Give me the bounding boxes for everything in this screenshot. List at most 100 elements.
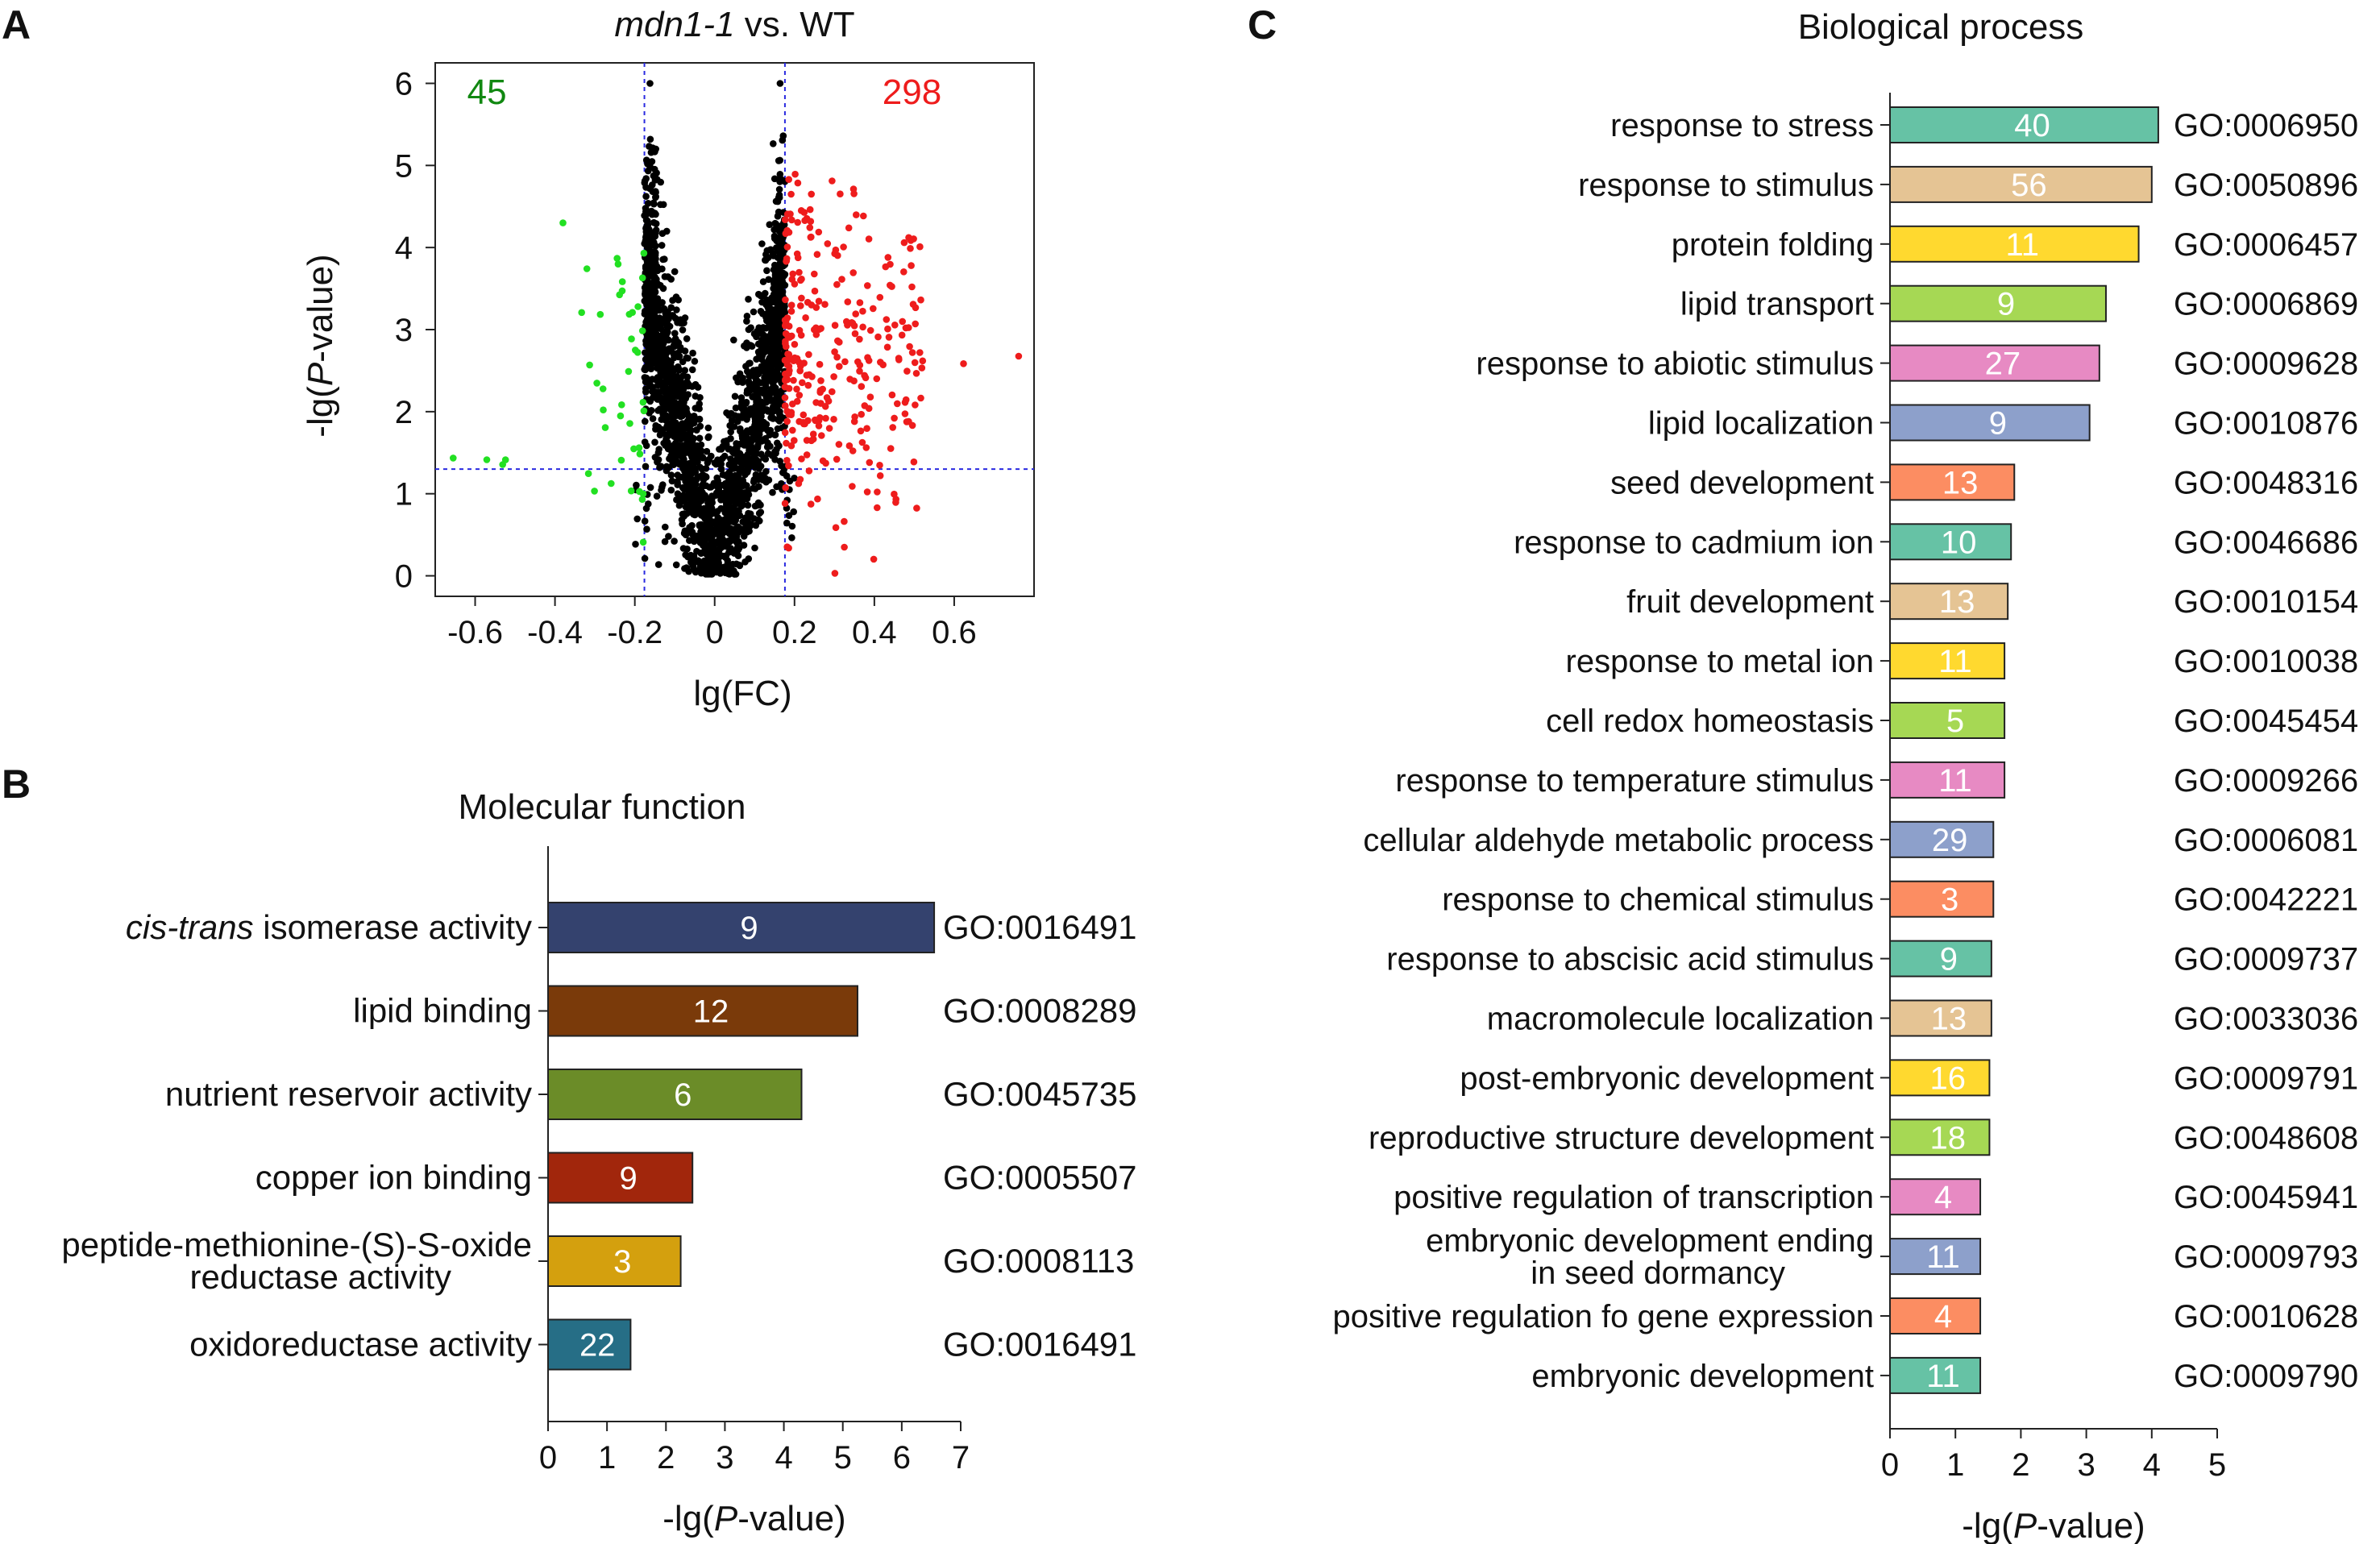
point-up xyxy=(800,209,808,216)
bar xyxy=(547,985,858,1037)
point-up xyxy=(831,250,838,258)
x-tick-label: 1 xyxy=(1946,1447,1964,1483)
point-ns xyxy=(652,332,660,340)
point-ns xyxy=(727,548,735,555)
category-label: protein folding xyxy=(1672,227,1874,263)
bar-group: 16 GO:0009791 post-embryonic development xyxy=(1460,1059,2358,1097)
point-ns xyxy=(696,434,704,442)
point-ns xyxy=(704,557,712,564)
point-up xyxy=(806,205,814,214)
point-ns xyxy=(755,419,763,426)
point-ns xyxy=(772,288,780,295)
point-ns xyxy=(707,571,715,578)
point-up xyxy=(848,319,856,326)
category-label-italic: cis-trans xyxy=(126,908,254,946)
point-ns xyxy=(683,564,691,571)
bar xyxy=(1889,583,2009,621)
point-ns xyxy=(724,560,732,567)
point-ns xyxy=(727,428,734,436)
point-ns xyxy=(661,537,669,546)
go-id-label: GO:0008113 xyxy=(943,1242,1134,1280)
point-up xyxy=(807,500,815,508)
point-up xyxy=(813,251,821,259)
point-ns xyxy=(703,447,711,455)
point-up xyxy=(856,367,863,375)
point-ns xyxy=(667,358,675,366)
point-ns xyxy=(659,409,667,417)
bar-count-label: 10 xyxy=(1941,525,1977,560)
point-ns xyxy=(654,459,661,466)
point-ns xyxy=(642,193,650,200)
point-ns xyxy=(754,413,762,421)
panel-label-c: C xyxy=(1248,2,1277,48)
point-up xyxy=(818,432,825,439)
point-ns xyxy=(697,550,705,557)
bar-count-label: 9 xyxy=(1989,406,2007,442)
point-ns xyxy=(696,447,704,455)
point-ns xyxy=(764,303,771,310)
point-up xyxy=(781,216,789,224)
bar-count-label: 9 xyxy=(1997,287,2015,322)
point-ns xyxy=(691,492,698,500)
point-ns xyxy=(714,456,721,463)
point-ns xyxy=(694,384,702,391)
point-ns xyxy=(726,421,733,430)
point-ns xyxy=(729,560,737,568)
point-ns xyxy=(671,537,678,545)
point-up xyxy=(825,425,833,432)
point-ns xyxy=(769,488,776,496)
point-up xyxy=(787,411,795,418)
category-label: response to abiotic stimulus xyxy=(1476,347,1874,382)
point-ns xyxy=(687,478,695,486)
x-label-suffix: -value) xyxy=(737,1499,846,1538)
point-ns xyxy=(773,483,780,491)
point-ns xyxy=(645,500,652,508)
bar-count-label: 4 xyxy=(1934,1180,1952,1215)
biological-process-chart: Biological process 0 1 2 3 4 5 -lg(P-value) 40 GO… xyxy=(1332,7,2358,1544)
point-ns xyxy=(661,273,669,280)
point-ns xyxy=(737,465,745,472)
point-up xyxy=(809,430,817,438)
point-up xyxy=(816,360,824,368)
point-ns xyxy=(673,496,680,504)
point-ns xyxy=(672,439,679,447)
point-ns xyxy=(771,318,779,325)
point-up xyxy=(808,437,815,445)
point-ns xyxy=(649,415,657,422)
point-up xyxy=(803,451,811,459)
go-id-label: GO:0010876 xyxy=(2174,406,2358,442)
point-up xyxy=(785,462,792,470)
go-id-label: GO:0009793 xyxy=(2174,1239,2358,1275)
panel-label-a: A xyxy=(2,2,31,48)
point-up xyxy=(787,301,795,309)
point-ns xyxy=(714,514,722,521)
point-up xyxy=(960,360,967,367)
category-label: seed development xyxy=(1610,465,1874,500)
point-ns xyxy=(735,413,742,421)
point-ns xyxy=(769,325,777,332)
point-ns xyxy=(642,184,650,191)
point-down xyxy=(626,420,633,427)
go-id-label: GO:0050896 xyxy=(2174,168,2358,203)
point-down xyxy=(632,347,639,354)
category-label: response to stress xyxy=(1610,108,1874,143)
go-id-label: GO:0016491 xyxy=(943,908,1137,946)
category-label: embryonic development ending xyxy=(1426,1223,1874,1259)
point-ns xyxy=(751,370,758,378)
point-up xyxy=(783,257,791,264)
point-ns xyxy=(752,521,760,529)
point-down xyxy=(639,398,647,406)
bar xyxy=(547,902,936,953)
point-ns xyxy=(788,534,795,542)
point-ns xyxy=(763,267,770,275)
point-ns xyxy=(769,414,777,422)
point-up xyxy=(789,270,796,278)
point-up xyxy=(906,342,913,351)
category-label: response to stimulus xyxy=(1578,168,1874,203)
point-up xyxy=(788,216,795,224)
point-up xyxy=(862,374,870,382)
point-up xyxy=(798,294,805,302)
point-ns xyxy=(673,306,680,313)
bar xyxy=(1889,642,2006,680)
point-ns xyxy=(727,567,735,574)
